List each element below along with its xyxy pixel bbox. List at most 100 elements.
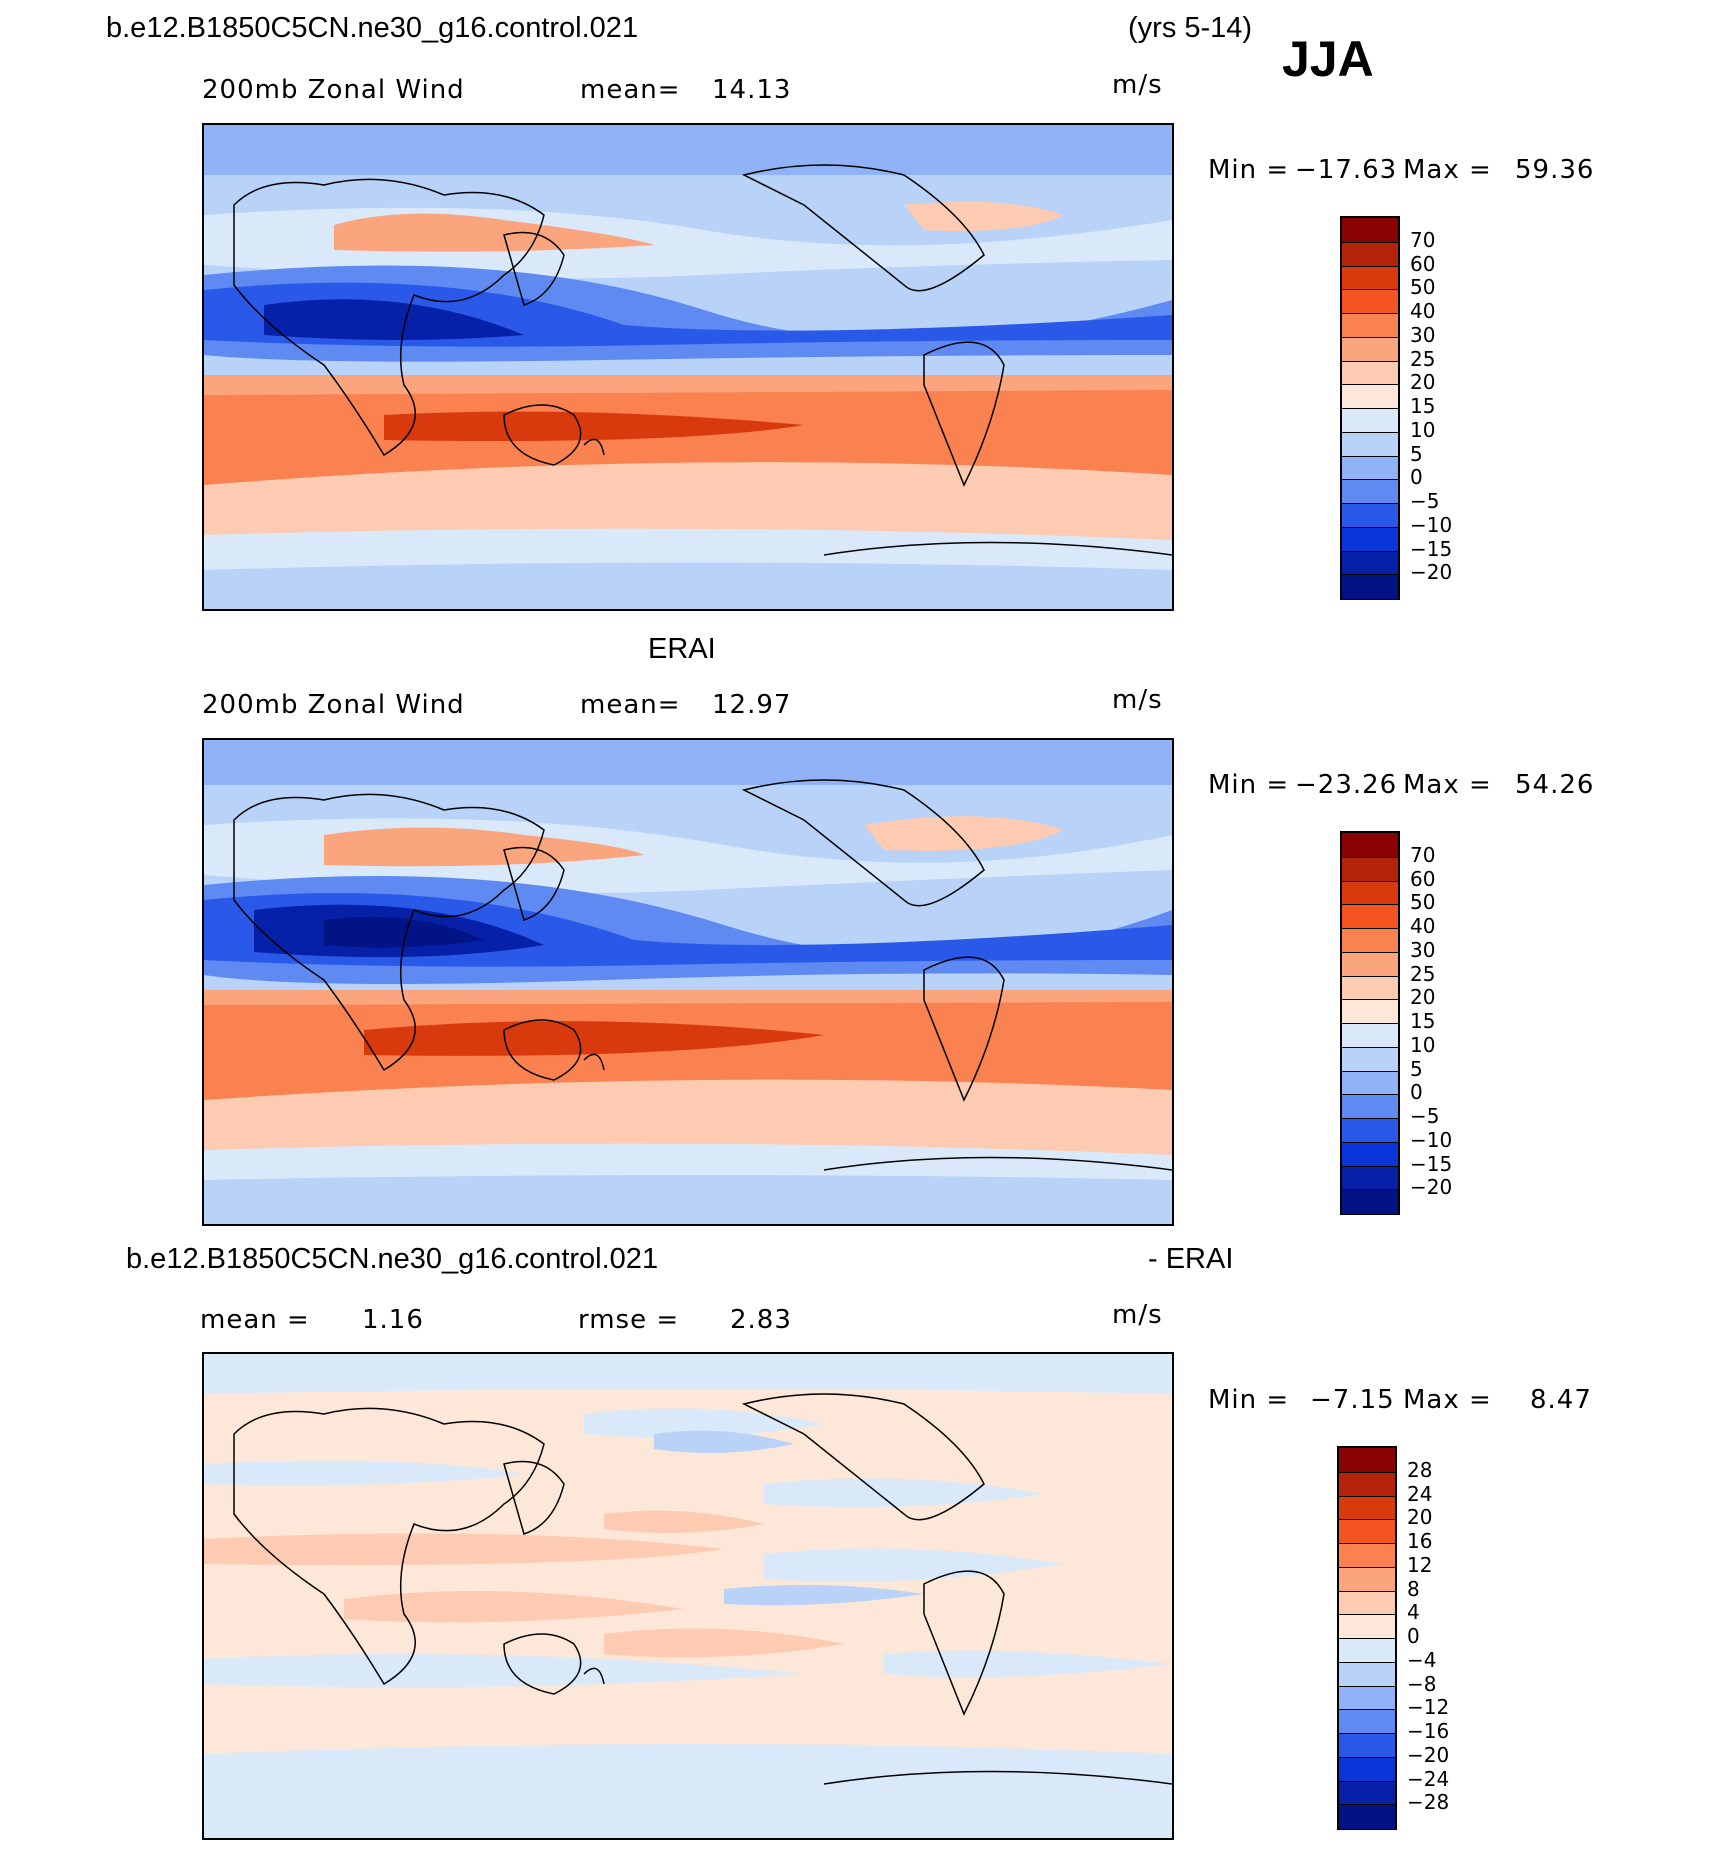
colorbar-tick-label: −24 bbox=[1407, 1766, 1450, 1791]
colorbar-swatch bbox=[1339, 1709, 1395, 1734]
colorbar-tick-label: 20 bbox=[1410, 370, 1436, 395]
colorbar-swatch bbox=[1342, 479, 1398, 504]
panel-3-mean-label: mean = bbox=[200, 1305, 310, 1335]
colorbar-tick-label: 40 bbox=[1410, 914, 1436, 938]
panel-1-units: m/s bbox=[1112, 70, 1163, 100]
panel-1-max-label: Max = bbox=[1403, 155, 1492, 185]
colorbar-tick-label: 24 bbox=[1407, 1481, 1433, 1506]
panel-2-mean-value: 12.97 bbox=[712, 690, 792, 720]
colorbar-swatch bbox=[1342, 503, 1398, 528]
colorbar-tick-label: 20 bbox=[1407, 1505, 1433, 1530]
colorbar-swatch bbox=[1339, 1756, 1395, 1782]
colorbar-tick-label: −4 bbox=[1407, 1647, 1437, 1672]
colorbar-swatch bbox=[1342, 265, 1398, 291]
panel-2-min-label: Min = bbox=[1208, 770, 1290, 800]
colorbar-tick-label: −20 bbox=[1407, 1742, 1450, 1767]
colorbar-tick-label: 60 bbox=[1410, 251, 1436, 276]
panel-3-min-label: Min = bbox=[1208, 1385, 1290, 1415]
colorbar-tick-label: 30 bbox=[1410, 322, 1436, 347]
panel-3-min-value: −7.15 bbox=[1310, 1385, 1395, 1415]
colorbar-swatch bbox=[1339, 1543, 1395, 1568]
colorbar-tick-label: 15 bbox=[1410, 1009, 1436, 1033]
colorbar-swatch bbox=[1339, 1495, 1395, 1521]
colorbar-swatch bbox=[1342, 1094, 1398, 1119]
colorbar-tick-label: 0 bbox=[1410, 465, 1423, 490]
colorbar-tick-label: 5 bbox=[1410, 1056, 1423, 1081]
panel-1-mean-value: 14.13 bbox=[712, 75, 792, 105]
colorbar-tick-label: −20 bbox=[1410, 1175, 1453, 1200]
colorbar-tick-label: 30 bbox=[1410, 937, 1436, 962]
colorbar-swatch bbox=[1339, 1638, 1395, 1663]
colorbar-tick-label: −28 bbox=[1407, 1790, 1450, 1815]
map-erai-field bbox=[204, 740, 1172, 1224]
colorbar-swatch bbox=[1342, 550, 1398, 576]
colorbar-swatch bbox=[1339, 1566, 1395, 1592]
panel-3-rmse-label: rmse = bbox=[578, 1305, 680, 1335]
colorbar-swatch bbox=[1342, 241, 1398, 267]
panel-3-rmse-value: 2.83 bbox=[730, 1305, 792, 1335]
colorbar-swatch bbox=[1342, 431, 1398, 457]
colorbar-swatch bbox=[1342, 975, 1398, 1001]
colorbar-swatch bbox=[1342, 1023, 1398, 1048]
colorbar-tick-label: −12 bbox=[1407, 1695, 1450, 1720]
map-difference-field bbox=[204, 1354, 1172, 1838]
colorbar-swatch bbox=[1342, 1141, 1398, 1167]
panel-3-mean-value: 1.16 bbox=[362, 1305, 424, 1335]
colorbar-swatch bbox=[1339, 1448, 1395, 1472]
panel-2-max-value: 54.26 bbox=[1515, 770, 1595, 800]
colorbar-swatch bbox=[1342, 526, 1398, 552]
colorbar-tick-label: 10 bbox=[1410, 417, 1436, 442]
colorbar-swatch bbox=[1342, 574, 1398, 599]
colorbar-tick-label: 15 bbox=[1410, 394, 1436, 418]
panel-2-max-label: Max = bbox=[1403, 770, 1492, 800]
colorbar-swatch bbox=[1339, 1661, 1395, 1687]
colorbar-tick-label: 16 bbox=[1407, 1529, 1433, 1553]
colorbar-tick-label: 70 bbox=[1410, 842, 1436, 867]
panel-1-min-value: −17.63 bbox=[1295, 155, 1398, 185]
colorbar-swatch bbox=[1342, 1070, 1398, 1096]
colorbar-swatch bbox=[1342, 384, 1398, 409]
colorbar-tick-label: 40 bbox=[1410, 299, 1436, 323]
colorbar-tick-label: −20 bbox=[1410, 560, 1453, 585]
colorbar-tick-label: 0 bbox=[1407, 1624, 1420, 1648]
colorbar-tick-label: −5 bbox=[1410, 489, 1440, 513]
colorbar-tick-label: 12 bbox=[1407, 1552, 1433, 1577]
map-panel-erai bbox=[202, 738, 1174, 1226]
panel-3-max-value: 8.47 bbox=[1530, 1385, 1592, 1415]
colorbar-swatch bbox=[1339, 1685, 1395, 1711]
panel-2-heading: ERAI bbox=[648, 633, 716, 665]
colorbar-swatch bbox=[1342, 313, 1398, 338]
colorbar-tick-label: 25 bbox=[1410, 961, 1436, 986]
colorbar-swatch bbox=[1339, 1804, 1395, 1829]
colorbar-tick-label: 5 bbox=[1410, 441, 1423, 466]
panel-2-min-value: −23.26 bbox=[1295, 770, 1398, 800]
colorbar-tick-label: 8 bbox=[1407, 1576, 1420, 1601]
colorbar-swatch bbox=[1342, 928, 1398, 953]
colorbar-swatch bbox=[1342, 904, 1398, 929]
colorbar-tick-label: −10 bbox=[1410, 512, 1453, 537]
colorbar-tick-label: 0 bbox=[1410, 1080, 1423, 1105]
panel-1-variable: 200mb Zonal Wind bbox=[202, 75, 465, 105]
colorbar-swatch bbox=[1342, 289, 1398, 314]
colorbar-swatch bbox=[1342, 408, 1398, 433]
colorbar-swatch bbox=[1342, 455, 1398, 481]
season-label: JJA bbox=[1282, 31, 1374, 87]
colorbar-swatch bbox=[1342, 999, 1398, 1024]
colorbar-tick-label: 4 bbox=[1407, 1600, 1420, 1625]
case-title: b.e12.B1850C5CN.ne30_g16.control.021 bbox=[106, 12, 639, 44]
panel-2-mean-label: mean= bbox=[580, 690, 681, 720]
colorbar-swatch bbox=[1339, 1519, 1395, 1544]
colorbar-erai bbox=[1340, 831, 1400, 1215]
colorbar-tick-label: −10 bbox=[1410, 1127, 1453, 1152]
panel-1-min-label: Min = bbox=[1208, 155, 1290, 185]
colorbar-swatch bbox=[1339, 1780, 1395, 1806]
panel-3-heading: b.e12.B1850C5CN.ne30_g16.control.021 bbox=[126, 1243, 659, 1275]
map-panel-model bbox=[202, 123, 1174, 611]
panel-3-units: m/s bbox=[1112, 1300, 1163, 1330]
years-label: (yrs 5-14) bbox=[1128, 12, 1253, 44]
colorbar-tick-label: 28 bbox=[1407, 1457, 1433, 1482]
colorbar-model bbox=[1340, 216, 1400, 600]
colorbar-swatch bbox=[1342, 336, 1398, 362]
colorbar-swatch bbox=[1342, 1189, 1398, 1214]
colorbar-swatch bbox=[1342, 951, 1398, 977]
